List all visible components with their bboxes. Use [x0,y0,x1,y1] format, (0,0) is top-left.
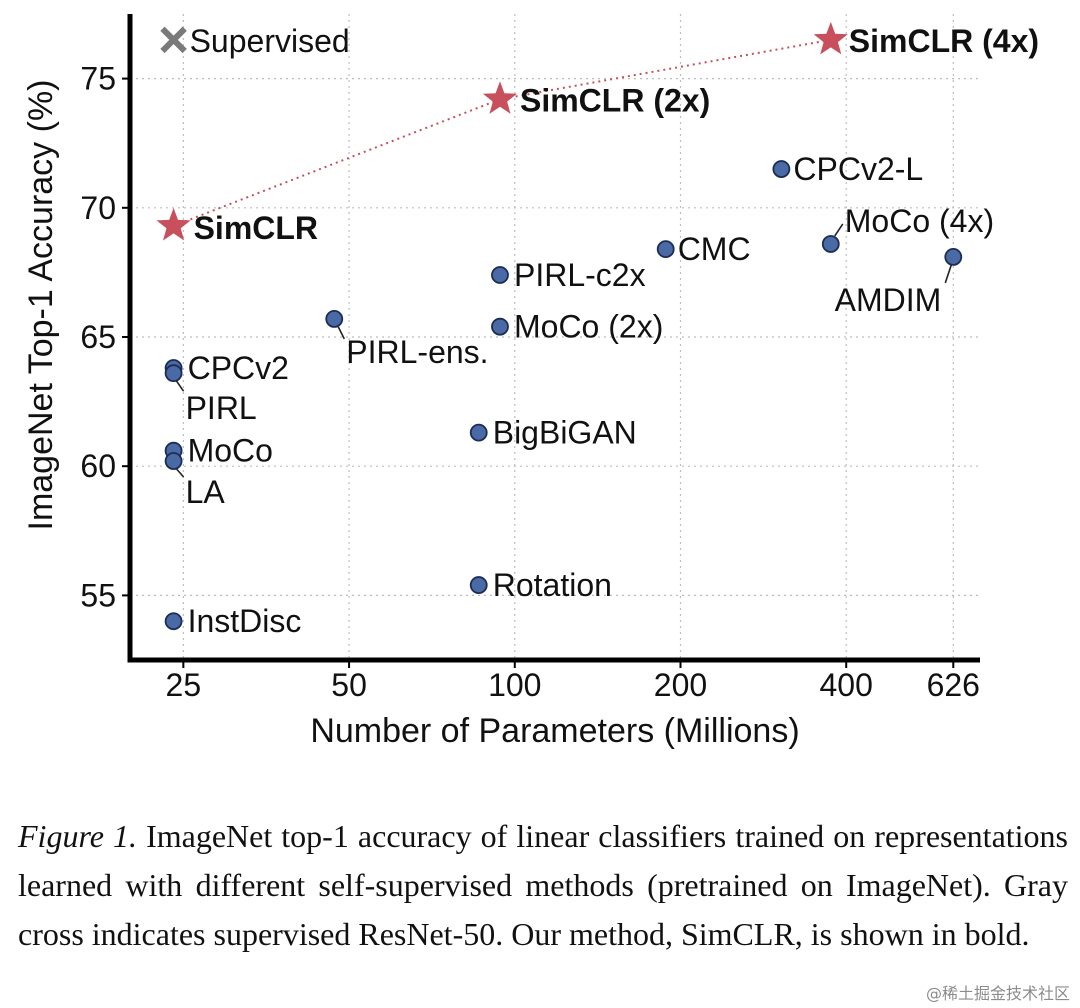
point-label-supervised: Supervised [190,23,350,59]
label-layer: CPCv2 PIRL MoCo LA InstDisc PIRL-ens. PIRL-c2x… [175,23,1039,639]
y-axis-title: ImageNet Top-1 Accuracy (%) [22,80,60,531]
point-pirl [164,364,183,383]
leader-line-pirl [175,380,185,392]
caption-lead: Figure 1. [18,818,137,854]
point-label-la: LA [186,474,226,510]
leader-line-la [175,468,185,478]
point-label-instdisc: InstDisc [188,603,302,639]
x-tick-label-25: 25 [166,667,202,703]
point-label-pirl: PIRL [186,390,257,426]
scatter-chart: CPCv2 PIRL MoCo LA InstDisc PIRL-ens. PIRL-c2x… [22,14,1039,750]
point-layer [156,21,963,631]
leader-line-amdim [944,264,953,284]
point-amdim [944,247,963,266]
point-label-amdim: AMDIM [835,282,942,318]
x-tick-label-100: 100 [488,667,541,703]
y-tick-label-75: 75 [80,61,116,97]
point-label-pirl-c2x: PIRL-c2x [514,257,646,293]
point-moco-2x [491,317,509,336]
point-label-pirl-ens: PIRL-ens. [346,334,488,370]
x-axis-title: Number of Parameters (Millions) [310,712,799,750]
x-tick-label-50: 50 [331,667,367,703]
point-label-moco-4x: MoCo (4x) [845,203,994,239]
y-tick-label-60: 60 [80,448,116,484]
axis-layer: 25 50 100 200 400 626 55 60 65 70 75 [80,14,980,703]
point-label-moco: MoCo [188,433,273,469]
point-la [164,452,183,470]
figure-caption: Figure 1. ImageNet top-1 accuracy of lin… [18,812,1068,959]
point-rotation [469,576,488,594]
point-label-cmc: CMC [678,231,751,267]
point-label-rotation: Rotation [493,567,612,603]
y-tick-label-55: 55 [80,577,116,613]
y-tick-label-70: 70 [80,190,116,226]
grid-layer [130,14,980,660]
leader-line-moco-4x [834,223,844,237]
point-label-simclr-4x: SimCLR (4x) [849,23,1039,59]
point-label-cpcv2: CPCv2 [188,350,289,386]
point-cpcv2-l [772,160,791,178]
point-bigbigan [469,423,488,442]
point-label-bigbigan: BigBiGAN [493,415,637,451]
point-label-moco-2x: MoCo (2x) [514,309,663,345]
point-label-cpcv2-l: CPCv2-L [793,151,923,187]
simclr-trend-line [173,38,831,227]
leader-line-pirl-ens [337,326,345,340]
y-tick-label-65: 65 [80,319,116,355]
simclr-trend-line-layer [173,38,831,227]
point-pirl-ens [325,310,344,328]
point-moco-4x [821,235,840,253]
point-supervised-cross [160,26,187,54]
point-simclr-star [156,207,191,241]
point-instdisc [164,612,183,631]
caption-text: ImageNet top-1 accuracy of linear classi… [18,818,1069,952]
point-simclr-4x-star [813,21,848,55]
point-simclr-2x-star [482,81,518,114]
point-cmc [656,240,675,259]
watermark: @稀土掘金技术社区 [925,984,1070,1003]
x-tick-label-626: 626 [927,667,980,703]
cross-stroke-b [160,26,187,54]
point-label-simclr-2x: SimCLR (2x) [520,82,710,118]
x-tick-label-400: 400 [820,667,873,703]
x-tick-label-200: 200 [654,667,707,703]
point-label-simclr: SimCLR [194,210,318,246]
point-pirl-c2x [491,266,509,284]
